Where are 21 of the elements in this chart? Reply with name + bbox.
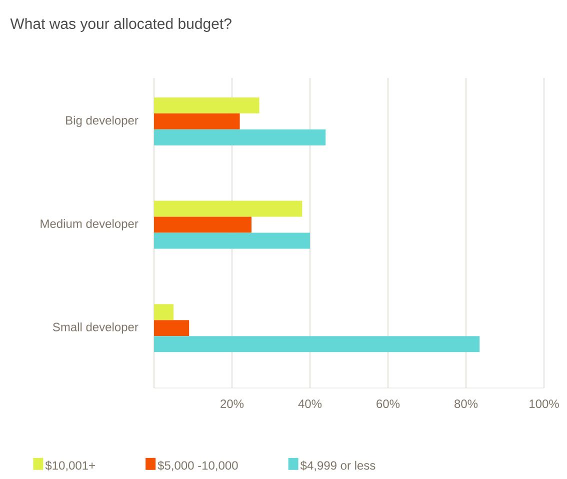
bar — [154, 320, 190, 336]
y-tick-label: Small developer — [52, 322, 138, 334]
x-tick-label: 80% — [454, 400, 478, 408]
bar — [154, 336, 480, 352]
y-tick-label: Medium developer — [40, 219, 138, 230]
legend-label: $4,999 or less — [300, 460, 376, 472]
bar — [154, 304, 174, 320]
bar — [154, 113, 240, 130]
bar — [154, 232, 310, 249]
bar — [154, 129, 326, 146]
x-tick-label: 20% — [220, 400, 244, 408]
y-tick-label: Big developer — [66, 116, 138, 127]
bar — [154, 97, 260, 114]
legend-label: $5,000 -10,000 — [158, 460, 238, 472]
x-tick-label: 40% — [298, 400, 322, 408]
x-tick-label: 60% — [376, 400, 400, 408]
legend-label: $10,001+ — [45, 460, 95, 472]
bar — [154, 200, 302, 217]
x-tick-label: 100% — [530, 400, 559, 408]
bar — [154, 216, 252, 233]
chart-title: What was your allocated budget? — [10, 18, 232, 32]
